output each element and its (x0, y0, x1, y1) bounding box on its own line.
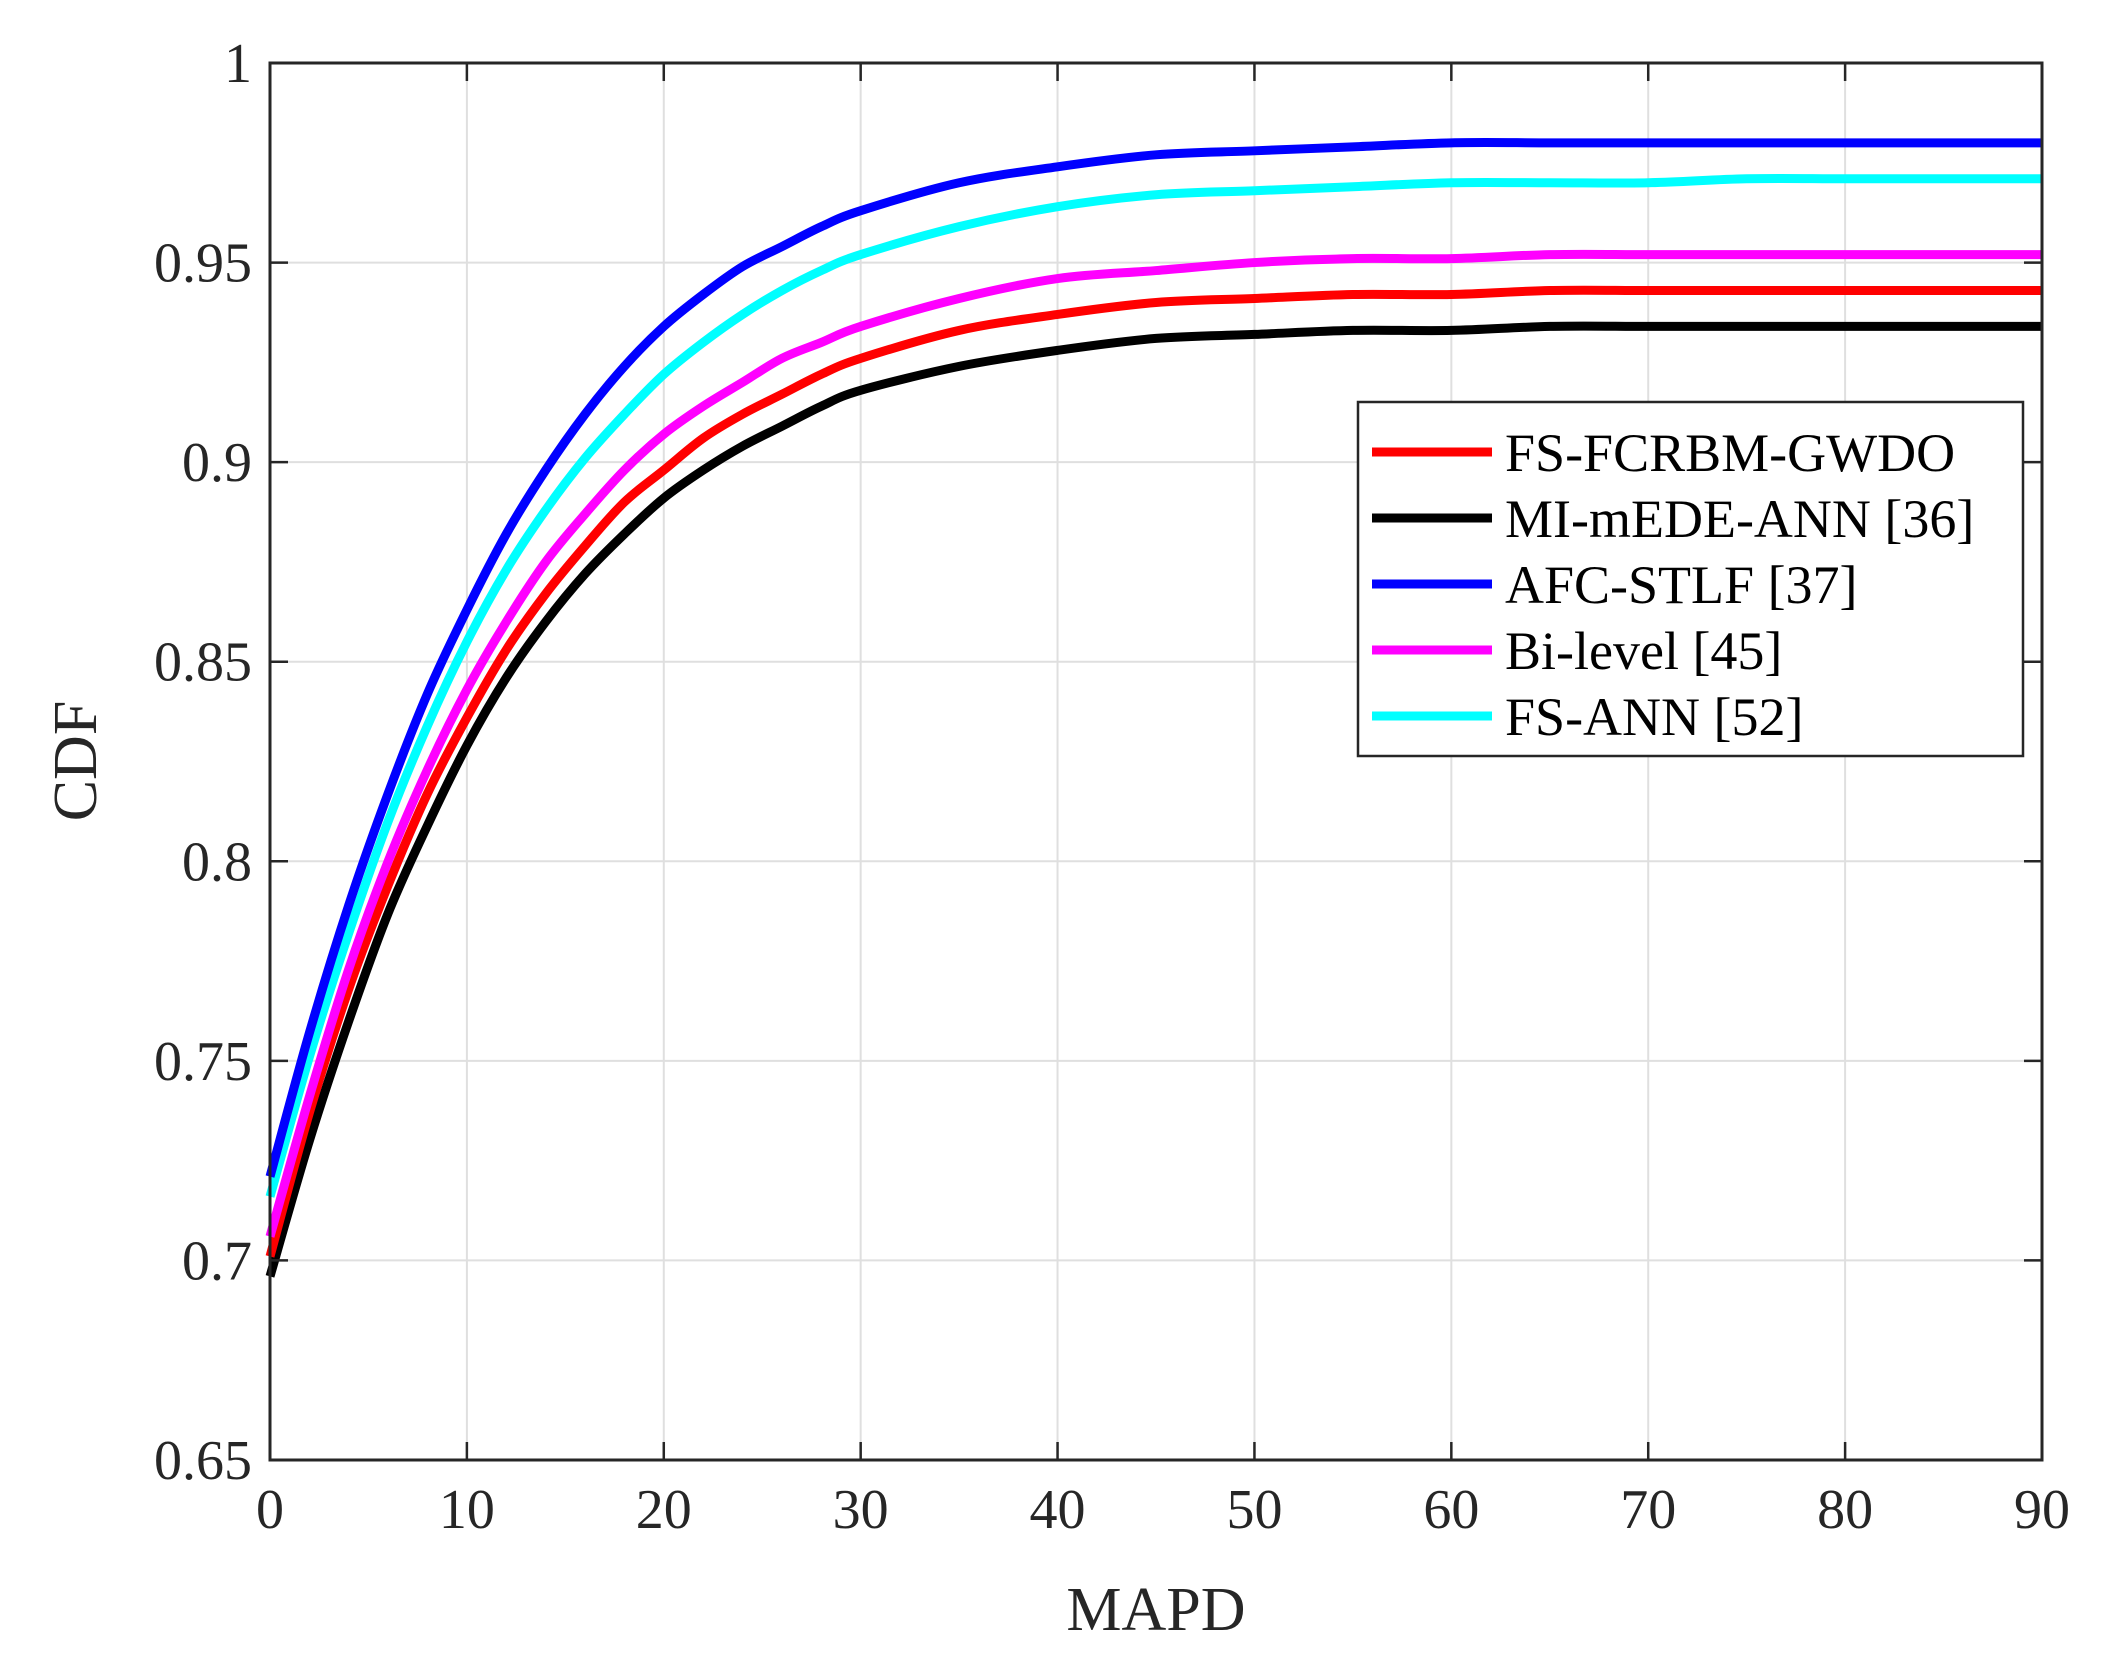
x-tick-label: 50 (1226, 1479, 1282, 1541)
series-line-fs-fcrbm-gwdo (265, 285, 2042, 1258)
series-line-mi-mede-ann-36 (265, 321, 2042, 1278)
tick-labels: 0 10 20 30 40 50 60 70 80 90 0.65 0.7 0.75 0.8 0.85 0.9… (154, 33, 2070, 1541)
series-line-fs-ann-52 (265, 173, 2042, 1198)
series-line-bi-level-45 (265, 249, 2042, 1238)
x-tick-label: 60 (1423, 1479, 1479, 1541)
legend-label: FS-FCRBM-GWDO (1505, 423, 1955, 483)
series-line-afc-stlf-37 (265, 138, 2042, 1178)
ticks (268, 61, 2044, 1462)
x-tick-label: 70 (1620, 1479, 1676, 1541)
x-tick-label: 80 (1817, 1479, 1873, 1541)
plot-area (270, 63, 2042, 1460)
y-tick-label: 0.8 (182, 831, 252, 893)
y-tick-label: 0.95 (154, 233, 252, 295)
x-tick-label: 0 (256, 1479, 284, 1541)
y-tick-label: 0.65 (154, 1430, 252, 1492)
series-group (265, 138, 2042, 1278)
y-tick-label: 0.85 (154, 632, 252, 694)
y-tick-label: 0.7 (182, 1230, 252, 1292)
x-tick-label: 90 (2014, 1479, 2070, 1541)
legend-label: Bi-level [45] (1505, 621, 1782, 681)
axes-box (268, 61, 2044, 1462)
legend-label: AFC-STLF [37] (1505, 555, 1858, 615)
y-tick-label: 0.75 (154, 1031, 252, 1093)
legend-label: MI-mEDE-ANN [36] (1505, 489, 1974, 549)
y-axis-label: CDF (42, 701, 110, 822)
x-axis-label: MAPD (1066, 1576, 1245, 1644)
x-tick-label: 10 (439, 1479, 495, 1541)
legend-label: FS-ANN [52] (1505, 687, 1804, 747)
y-tick-label: 1 (224, 33, 252, 95)
x-tick-label: 30 (833, 1479, 889, 1541)
x-tick-label: 40 (1030, 1479, 1086, 1541)
x-tick-label: 20 (636, 1479, 692, 1541)
legend-box (1356, 400, 2025, 758)
y-tick-label: 0.9 (182, 432, 252, 494)
